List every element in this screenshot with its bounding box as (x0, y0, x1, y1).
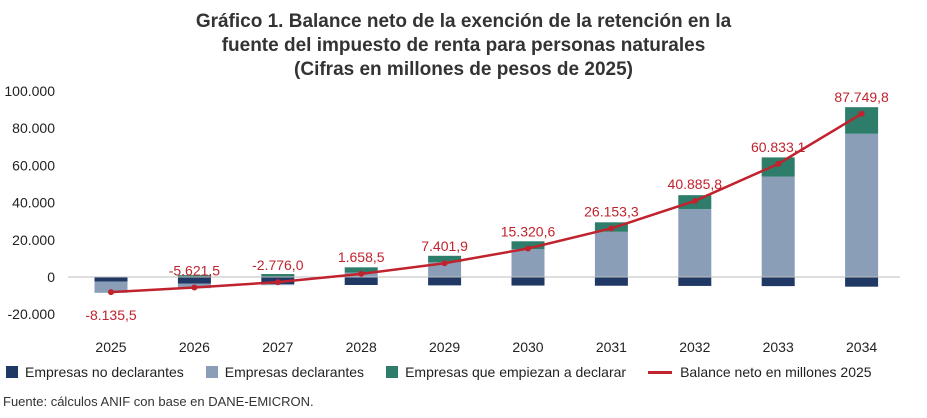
legend-item-declarantes: Empresas declarantes (205, 364, 365, 380)
x-tick-label: 2032 (679, 339, 710, 355)
bar-segment-empiezan-declarar (511, 241, 545, 250)
x-tick-label: 2025 (95, 339, 126, 355)
bar-segment-no-declarantes (511, 277, 545, 286)
bar-segment-declarantes (594, 231, 628, 277)
balance-data-label: 1.658,5 (338, 249, 385, 265)
bar-segment-declarantes (761, 176, 795, 277)
x-tick-label: 2033 (763, 339, 794, 355)
legend-item-empiezan-declarar: Empresas que empiezan a declarar (386, 364, 626, 380)
x-tick-label: 2031 (596, 339, 627, 355)
x-tick-label: 2026 (179, 339, 210, 355)
bar-segment-empiezan-declarar (177, 275, 211, 277)
balance-data-label: 26.153,3 (584, 203, 639, 219)
chart-legend: Empresas no declarantes Empresas declara… (6, 364, 894, 380)
bar-segment-no-declarantes (678, 277, 712, 286)
y-tick-label: 80.000 (12, 120, 55, 136)
bar-segment-declarantes (511, 249, 545, 277)
legend-swatch-declarantes (205, 366, 218, 378)
bar-segment-declarantes (94, 281, 128, 293)
bar-segment-no-declarantes (845, 277, 879, 287)
legend-label-balance-neto: Balance neto en millones 2025 (680, 364, 872, 380)
chart-title-line-1: Gráfico 1. Balance neto de la exención d… (195, 11, 732, 32)
bar-segment-empiezan-declarar (428, 255, 462, 263)
balance-data-label: 7.401,9 (421, 238, 468, 254)
bar-segment-empiezan-declarar (344, 267, 378, 273)
bar-segment-empiezan-declarar (761, 157, 795, 177)
x-tick-label: 2027 (262, 339, 293, 355)
balance-line (110, 112, 863, 294)
balance-data-label: -2.776,0 (252, 257, 304, 273)
bar-segment-no-declarantes (594, 277, 628, 286)
legend-label-no-declarantes: Empresas no declarantes (25, 364, 184, 380)
y-tick-label: 0 (47, 269, 55, 285)
bar-segment-declarantes (428, 262, 462, 277)
balance-point (691, 197, 698, 204)
legend-label-empiezan-declarar: Empresas que empiezan a declarar (405, 364, 627, 380)
x-tick-label: 2029 (429, 339, 460, 355)
y-tick-label: -20.000 (8, 306, 56, 322)
y-tick-label: 40.000 (12, 195, 55, 211)
balance-point (441, 260, 448, 267)
balance-data-label: 40.885,8 (668, 176, 723, 192)
balance-point (525, 245, 531, 252)
bar-segment-no-declarantes (94, 277, 128, 282)
balance-data-label: 60.833,1 (751, 139, 806, 155)
chart-title: Gráfico 1. Balance neto de la exención d… (0, 10, 927, 82)
legend-item-balance-neto: Balance neto en millones 2025 (648, 364, 872, 380)
chart-title-line-3: (Cifras en millones de pesos de 2025) (294, 59, 633, 80)
x-tick-label: 2028 (346, 339, 377, 355)
x-tick-label: 2034 (846, 339, 877, 355)
legend-item-no-declarantes: Empresas no declarantes (6, 364, 184, 380)
legend-swatch-no-declarantes (6, 366, 18, 378)
x-tick-label: 2030 (512, 339, 543, 355)
balance-point (358, 270, 365, 277)
balance-point (274, 279, 281, 286)
legend-swatch-empiezan-declarar (386, 366, 399, 378)
bar-segment-no-declarantes (344, 277, 378, 285)
balance-data-label: 15.320,6 (501, 224, 556, 240)
bar-segment-no-declarantes (761, 277, 795, 287)
bar-segment-declarantes (845, 133, 879, 277)
balance-data-label: 87.749,8 (834, 89, 889, 105)
y-tick-label: 60.000 (12, 157, 55, 173)
legend-label-declarantes: Empresas declarantes (224, 364, 365, 380)
chart-title-line-2: fuente del impuesto de renta para person… (221, 35, 706, 56)
y-tick-label: 20.000 (12, 232, 55, 248)
bar-segment-no-declarantes (177, 277, 211, 284)
source-note: Fuente: cálculos ANIF con base en DANE-E… (3, 394, 314, 409)
balance-point (858, 110, 865, 117)
chart-plot-area: -20.000 0 20.000 40.000 60.000 80.000 100.000 2… (4, 83, 900, 355)
balance-point (608, 225, 615, 232)
y-tick-label: 100.000 (4, 83, 55, 99)
balance-point (191, 284, 198, 291)
bar-segment-empiezan-declarar (261, 274, 295, 277)
bar-segment-declarantes (678, 209, 712, 277)
balance-point (775, 160, 782, 167)
balance-data-label: -5.621,5 (169, 262, 221, 278)
balance-point (108, 289, 114, 296)
legend-swatch-balance-neto (648, 370, 673, 374)
balance-data-label: -8.135,5 (85, 307, 137, 323)
bar-segment-no-declarantes (428, 277, 462, 286)
